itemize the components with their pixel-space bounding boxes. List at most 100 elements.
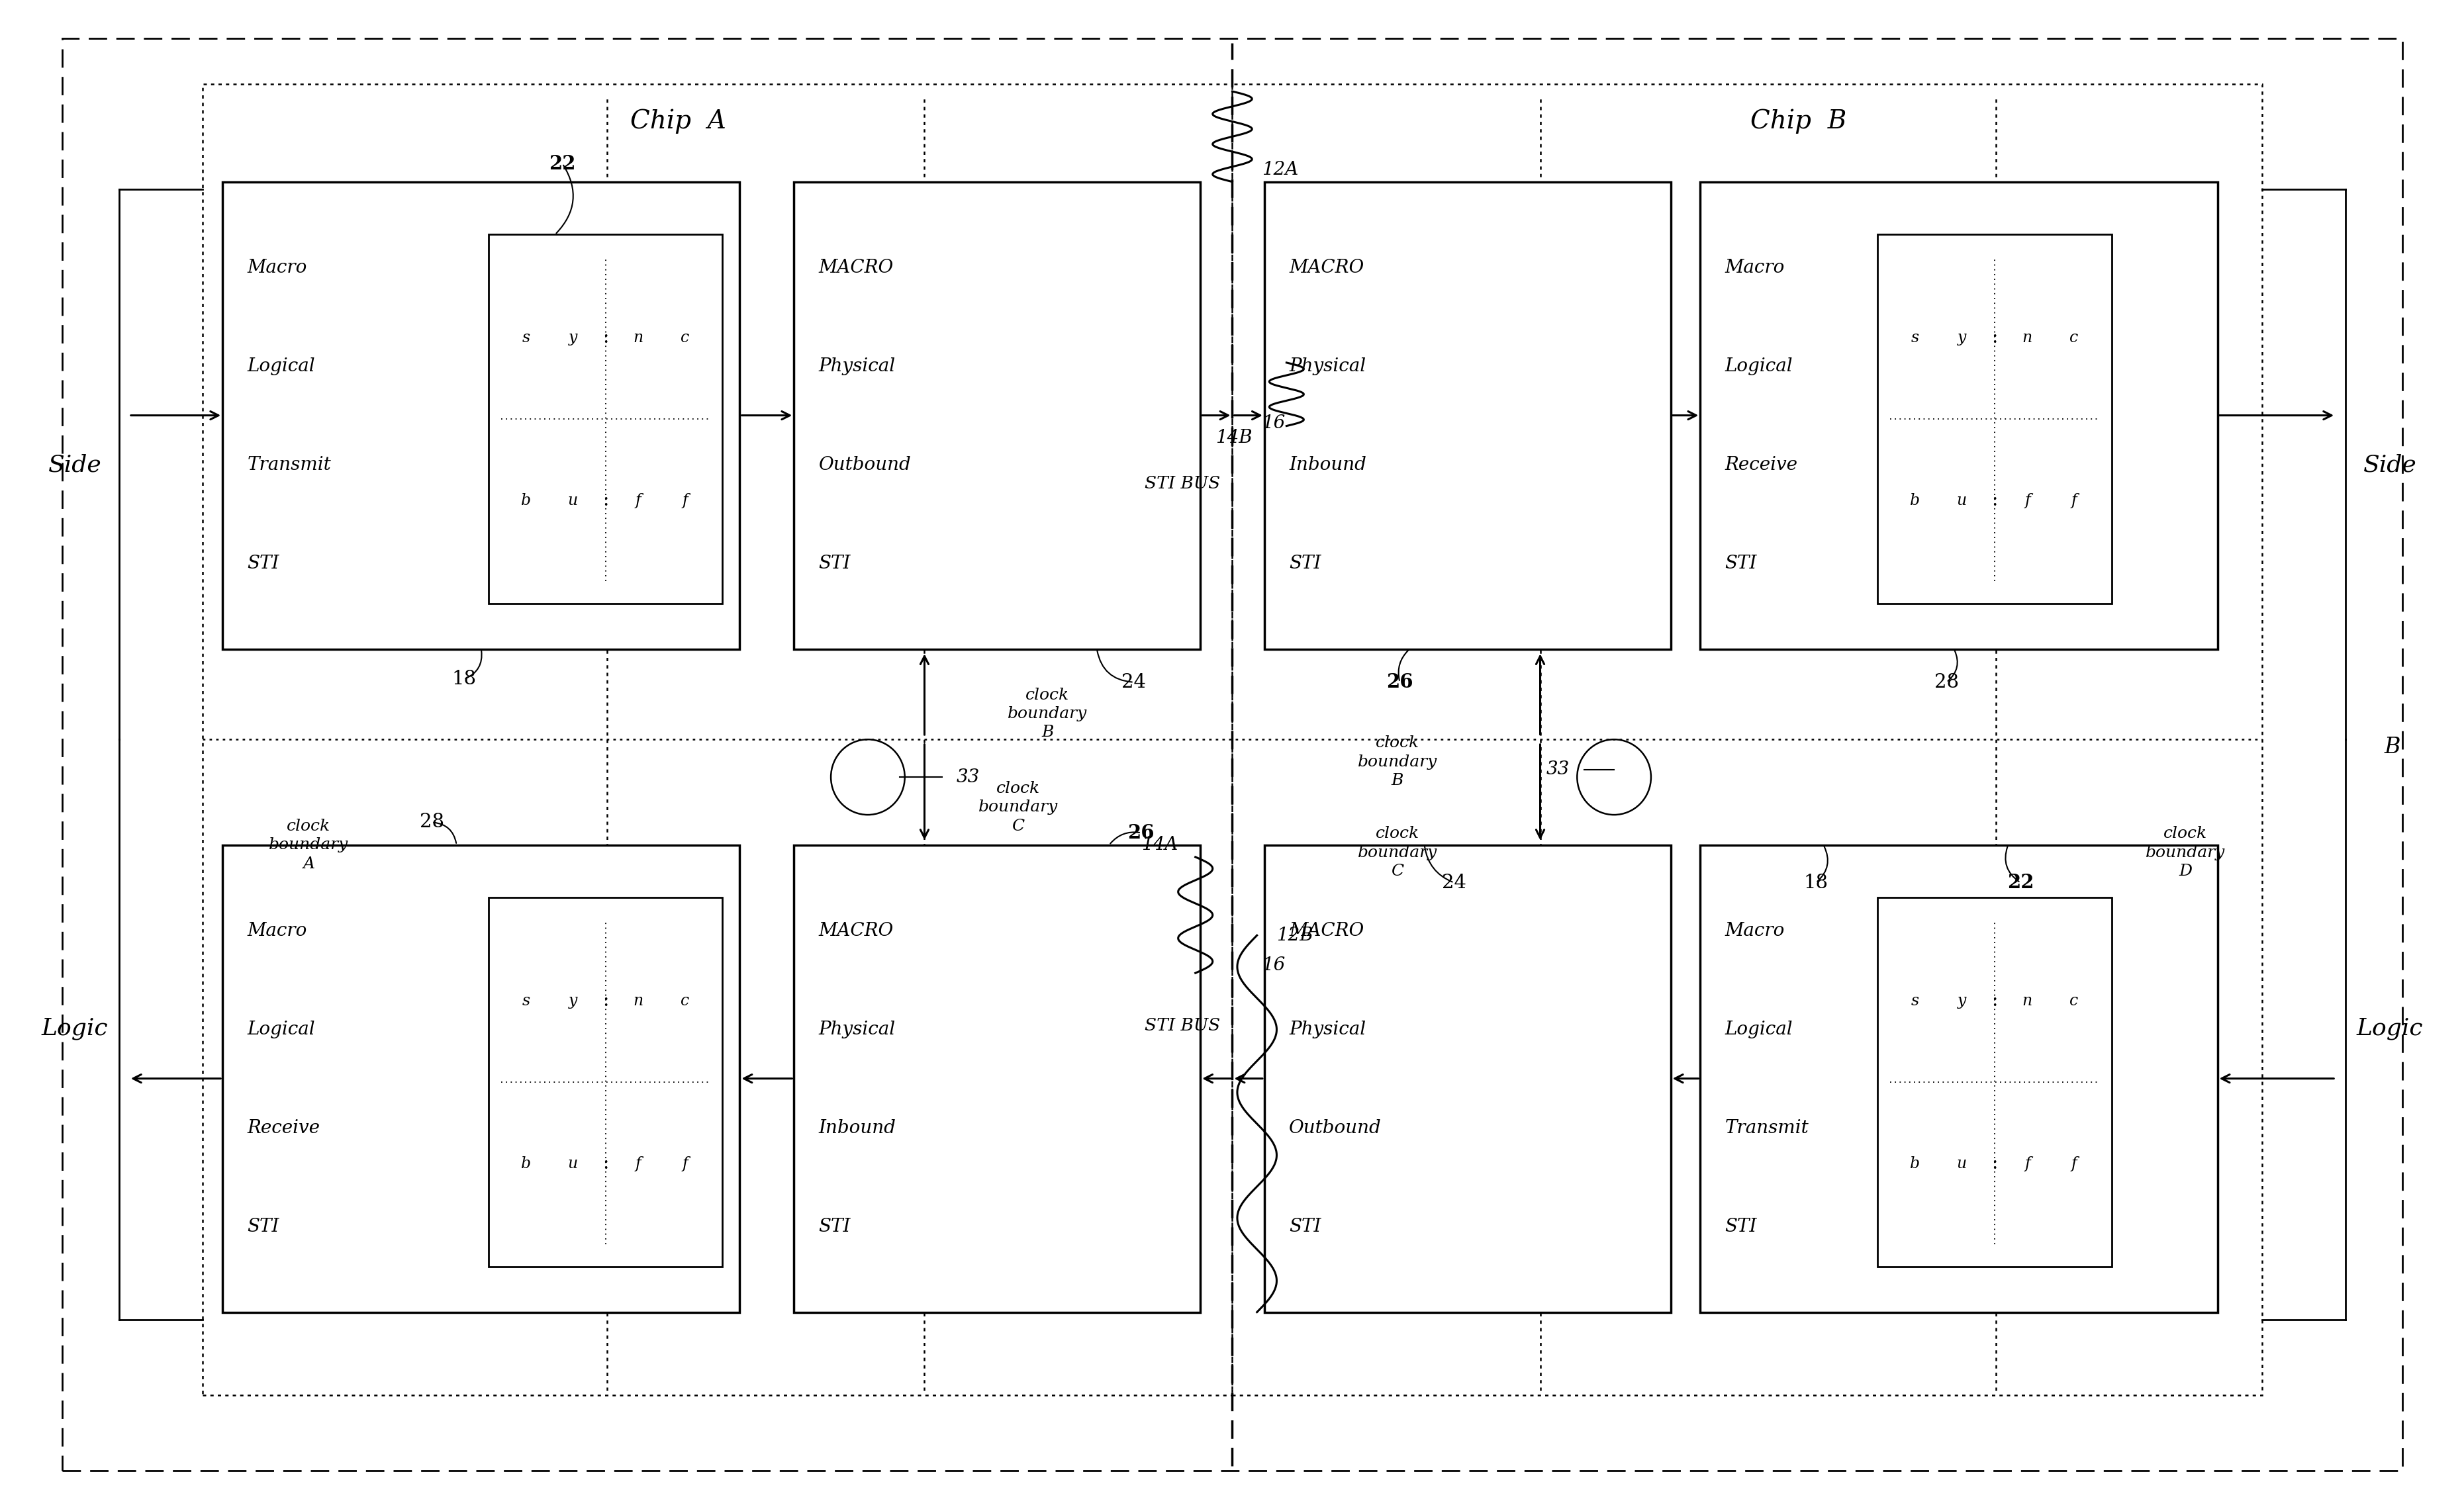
Text: Outbound: Outbound [818,456,912,474]
Bar [793,845,1200,1313]
Bar [488,234,722,604]
Text: Logical: Logical [1725,1020,1791,1038]
Text: s: s [522,993,530,1008]
Text: b: b [520,1156,530,1171]
Text: Macro: Macro [246,922,308,940]
Text: :: : [1991,1154,1998,1172]
Text: STI BUS: STI BUS [1143,1017,1220,1034]
Text: Physical: Physical [1289,1020,1365,1038]
Text: u: u [1956,1156,1966,1171]
Text: Logical: Logical [246,358,315,376]
Text: f: f [636,1156,641,1171]
Text: f: f [2023,493,2030,509]
Text: u: u [567,493,577,509]
Text: y: y [569,330,577,346]
Text: n: n [2023,330,2033,346]
Text: f: f [683,493,687,509]
Bar [222,845,739,1313]
Text: c: c [680,330,690,346]
Text: STI BUS: STI BUS [1143,475,1220,492]
Text: Logic: Logic [2356,1017,2422,1040]
Bar [1232,85,2262,1394]
Text: 28: 28 [1934,673,1959,691]
Text: Logic: Logic [42,1017,108,1040]
Text: :: : [1991,329,1998,347]
Text: STI: STI [1289,554,1321,572]
Text: 24: 24 [1121,673,1146,691]
Text: MACRO: MACRO [1289,258,1363,276]
Text: STI: STI [1725,554,1757,572]
Text: clock
boundary
B: clock boundary B [1008,688,1087,741]
Text: 18: 18 [451,670,476,688]
Text: c: c [680,993,690,1008]
Text: clock
boundary
C: clock boundary C [1358,825,1437,878]
Text: b: b [1910,1156,1919,1171]
Bar [222,181,739,649]
Text: 14B: 14B [1215,429,1252,447]
Text: 33: 33 [1545,761,1570,779]
Text: STI: STI [246,1218,278,1236]
Text: Transmit: Transmit [1725,1118,1809,1136]
Text: b: b [520,493,530,509]
Text: y: y [1956,993,1966,1008]
Text: Logical: Logical [246,1020,315,1038]
Text: 14A: 14A [1141,836,1178,854]
Text: 26: 26 [1385,673,1412,691]
Bar [202,85,1232,1394]
Text: s: s [1910,993,1919,1008]
Bar [1700,845,2218,1313]
Text: Logical: Logical [1725,358,1791,376]
Text: u: u [1956,493,1966,509]
Text: 22: 22 [2006,874,2033,892]
Text: :: : [601,1154,609,1172]
Text: :: : [1991,991,1998,1010]
Text: s: s [522,330,530,346]
Text: MACRO: MACRO [1289,922,1363,940]
Text: n: n [2023,993,2033,1008]
Text: c: c [2070,330,2077,346]
Text: Receive: Receive [1725,456,1796,474]
Bar [793,181,1200,649]
Text: 12B: 12B [1276,927,1313,945]
Bar [488,898,722,1268]
Text: STI: STI [1725,1218,1757,1236]
Text: s: s [1910,330,1919,346]
Text: u: u [567,1156,577,1171]
Text: STI: STI [818,1218,850,1236]
Text: Transmit: Transmit [246,456,330,474]
Text: b: b [1910,493,1919,509]
Text: 22: 22 [549,154,577,174]
Text: n: n [633,330,643,346]
Text: clock
boundary
C: clock boundary C [978,780,1057,833]
Text: f: f [2070,1156,2077,1171]
Text: Side: Side [2363,454,2415,477]
Text: STI: STI [246,554,278,572]
Text: 24: 24 [1441,874,1466,892]
Text: Inbound: Inbound [1289,456,1365,474]
Text: B: B [2383,736,2400,758]
Text: STI: STI [1289,1218,1321,1236]
Text: :: : [601,991,609,1010]
Text: 33: 33 [956,768,981,786]
Text: 16: 16 [1262,413,1284,432]
Text: 18: 18 [1804,874,1828,892]
Text: Chip  A: Chip A [631,109,727,134]
Text: f: f [2070,493,2077,509]
Text: Chip  B: Chip B [1749,109,1846,134]
Text: clock
boundary
A: clock boundary A [269,818,347,871]
Text: 28: 28 [419,813,444,831]
Text: Outbound: Outbound [1289,1118,1382,1136]
Bar [1264,845,1671,1313]
Text: Physical: Physical [1289,358,1365,376]
Text: Macro: Macro [1725,922,1784,940]
Text: c: c [2070,993,2077,1008]
Text: f: f [636,493,641,509]
Bar [1878,234,2112,604]
Text: Macro: Macro [246,258,308,276]
Text: n: n [633,993,643,1008]
Text: 26: 26 [1129,824,1153,842]
Text: clock
boundary
D: clock boundary D [2146,825,2225,878]
Bar [1264,181,1671,649]
Text: f: f [2023,1156,2030,1171]
Bar [1700,181,2218,649]
